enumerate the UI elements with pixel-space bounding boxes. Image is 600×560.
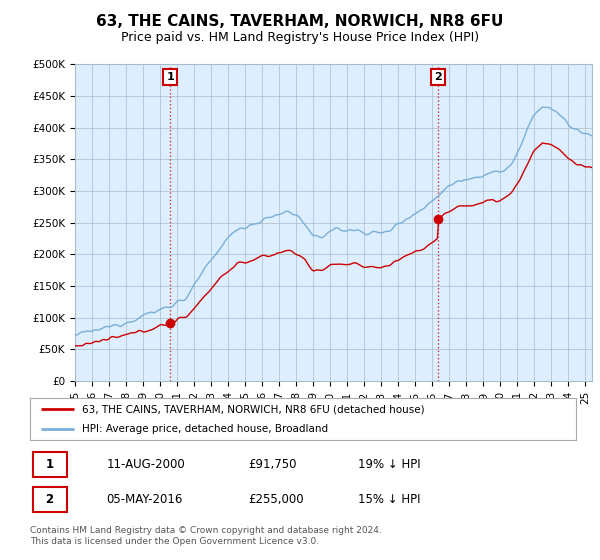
FancyBboxPatch shape xyxy=(33,487,67,512)
Text: HPI: Average price, detached house, Broadland: HPI: Average price, detached house, Broa… xyxy=(82,424,328,434)
Text: Contains HM Land Registry data © Crown copyright and database right 2024.
This d: Contains HM Land Registry data © Crown c… xyxy=(30,526,382,546)
Text: 15% ↓ HPI: 15% ↓ HPI xyxy=(358,493,420,506)
Text: 63, THE CAINS, TAVERHAM, NORWICH, NR8 6FU (detached house): 63, THE CAINS, TAVERHAM, NORWICH, NR8 6F… xyxy=(82,404,424,414)
Text: 2: 2 xyxy=(46,493,54,506)
Text: £91,750: £91,750 xyxy=(248,458,297,472)
Text: 1: 1 xyxy=(46,458,54,472)
Text: 1: 1 xyxy=(166,72,174,82)
Text: 19% ↓ HPI: 19% ↓ HPI xyxy=(358,458,420,472)
FancyBboxPatch shape xyxy=(33,452,67,477)
Text: 05-MAY-2016: 05-MAY-2016 xyxy=(106,493,183,506)
Text: 11-AUG-2000: 11-AUG-2000 xyxy=(106,458,185,472)
Text: 63, THE CAINS, TAVERHAM, NORWICH, NR8 6FU: 63, THE CAINS, TAVERHAM, NORWICH, NR8 6F… xyxy=(97,14,503,29)
Text: Price paid vs. HM Land Registry's House Price Index (HPI): Price paid vs. HM Land Registry's House … xyxy=(121,31,479,44)
Text: £255,000: £255,000 xyxy=(248,493,304,506)
Text: 2: 2 xyxy=(434,72,442,82)
